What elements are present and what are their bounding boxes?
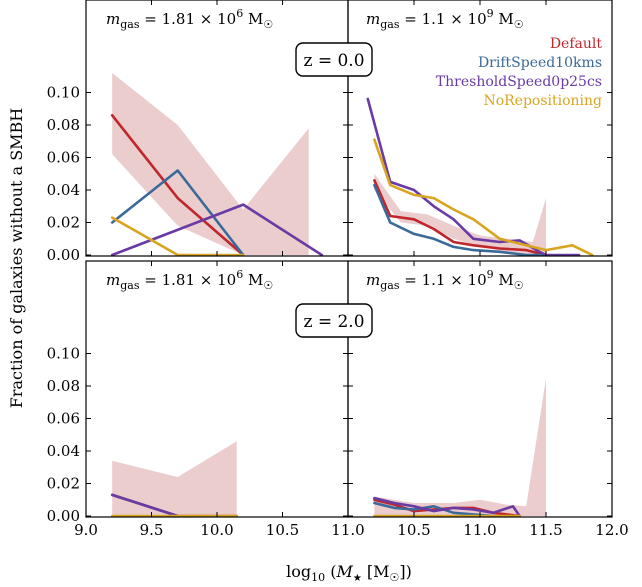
x-tick-label: 9.0 (74, 521, 98, 539)
y-tick-label: 0.00 (47, 507, 80, 525)
series-line-default (110, 114, 245, 256)
panel-mgas-label: mgas = 1.81 × 106 M☉ (106, 7, 273, 31)
panel-top-left: mgas = 1.81 × 106 M☉ (85, 0, 349, 257)
redshift-box-frame (295, 42, 373, 77)
legend: Default DriftSpeed10kms ThresholdSpeed0p25… (436, 36, 603, 109)
y-tick-label: 0.08 (47, 377, 80, 395)
y-tick-label: 0.10 (47, 345, 80, 363)
legend-entry-thresholdspeed0p25cs: ThresholdSpeed0p25cs (436, 74, 602, 90)
series-line-default (373, 179, 548, 256)
series-line-driftspeed10kms (110, 169, 245, 256)
series-line-thresholdspeed0p25cs (110, 203, 324, 256)
panels-layer: mgas = 1.81 × 106 M☉ mgas = 1.1 × 109 M☉z… (85, 0, 613, 518)
panel-plot-area (373, 377, 546, 517)
redshift-label: z = 2.0 (303, 312, 364, 332)
legend-entry-driftspeed10kms: DriftSpeed10kms (478, 55, 602, 71)
x-tick-label: 12.0 (595, 521, 628, 539)
y-tick-label: 0.02 (47, 475, 80, 493)
shaded-band (374, 377, 546, 516)
shaded-band (112, 441, 237, 516)
x-tick-label: 10.5 (266, 521, 299, 539)
x-tick-label: 9.5 (140, 521, 164, 539)
series-line-thresholdspeed0p25cs (373, 496, 521, 517)
axes-text-layer: 0.00 0.02 0.04 0.06 0.08 0.10 0.00 0.02 0.04 0.06… (7, 84, 629, 585)
x-tick-label: 11.0 (331, 521, 364, 539)
panel-plot-area (110, 441, 238, 517)
panel-mgas-label: mgas = 1.1 × 109 M☉ (366, 7, 524, 31)
redshift-label: z = 0.0 (303, 51, 364, 71)
x-tick-label: 11.0 (463, 521, 496, 539)
y-tick-label: 0.06 (47, 149, 80, 167)
shaded-band (112, 73, 309, 255)
y-tick-label: 0.04 (47, 181, 80, 199)
y-axis-title: Fraction of galaxies without a SMBH (7, 108, 26, 409)
x-tick-label: 10.0 (200, 521, 233, 539)
y-tick-label: 0.02 (47, 214, 80, 232)
legend-entry-norepositioning: NoRepositioning (483, 93, 602, 109)
x-axis-title: log10 (M★ [M☉]) (286, 562, 412, 584)
panel-mgas-label: mgas = 1.81 × 106 M☉ (106, 268, 273, 292)
panel-bottom-right: mgas = 1.1 × 109 M☉z = 2.0 (295, 260, 613, 518)
series-line-driftspeed10kms (373, 501, 495, 517)
series-line-norepositioning (373, 138, 594, 256)
series-line-thresholdspeed0p25cs (366, 97, 581, 256)
panel-mgas-label: mgas = 1.1 × 109 M☉ (366, 268, 524, 292)
y-tick-label: 0.10 (47, 84, 80, 102)
redshift-box-frame (295, 303, 373, 338)
redshift-box: z = 2.0 (295, 303, 373, 338)
x-tick-label: 11.5 (529, 521, 562, 539)
panel-bottom-left: mgas = 1.81 × 106 M☉ (85, 260, 349, 518)
series-line-norepositioning (110, 216, 245, 256)
y-tick-label: 0.08 (47, 116, 80, 134)
panel-top-right: mgas = 1.1 × 109 M☉z = 0.0 Default DriftSp… (295, 0, 613, 257)
panel-plot-area (110, 73, 324, 256)
x-tick-label: 10.5 (397, 521, 430, 539)
y-tick-label: 0.04 (47, 442, 80, 460)
series-line-driftspeed10kms (373, 183, 548, 256)
y-tick-label: 0.06 (47, 410, 80, 428)
series-line-thresholdspeed0p25cs (110, 493, 179, 517)
redshift-box: z = 0.0 (295, 42, 373, 77)
y-tick-label: 0.00 (47, 246, 80, 264)
panel-frame (347, 260, 613, 518)
legend-entry-default: Default (550, 36, 603, 52)
panel-plot-area (366, 97, 594, 256)
